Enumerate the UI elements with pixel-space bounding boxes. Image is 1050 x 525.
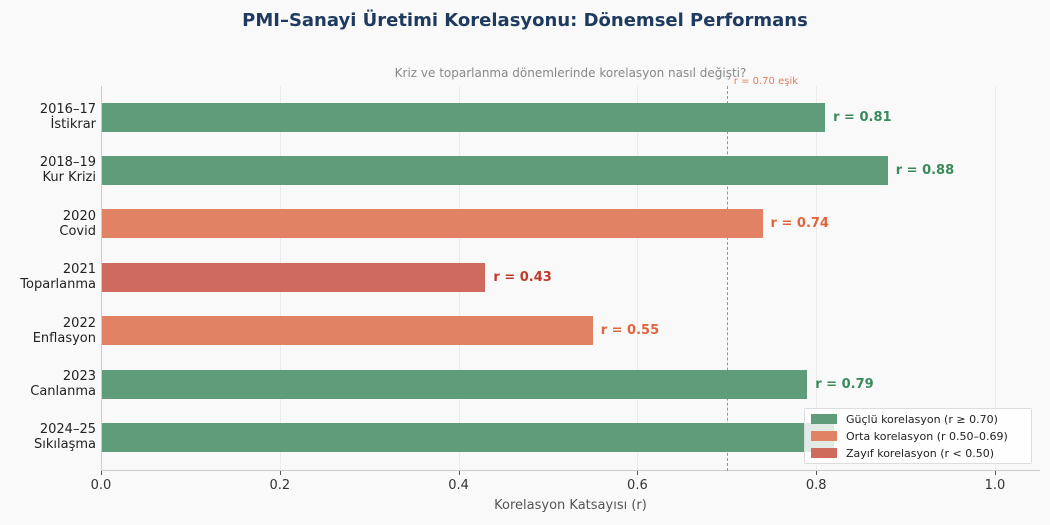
category-name: Kur Krizi [42,170,96,186]
x-tick-label: 0.0 [90,478,112,493]
plot-area: r = 0.70 eşik r = 0.81 r = 0.88 r = 0.74 r … [101,76,1040,471]
legend: Güçlü korelasyon (r ≥ 0.70) Orta korelas… [804,408,1032,464]
bar [102,422,835,452]
legend-item-weak: Zayıf korelasyon (r < 0.50) [811,445,994,461]
category-year: 2018–19 [39,155,96,171]
y-axis-spine [101,86,102,471]
category-year: 2021 [62,262,96,278]
x-tick [637,471,639,475]
bar-value-label: r = 0.55 [600,323,660,339]
x-tick [101,471,102,475]
x-tick [995,471,996,475]
bar-value-label: r = 0.88 [895,162,955,178]
category-label: 2018–19 Kur Krizi [0,155,96,185]
category-name: Covid [59,223,96,239]
gridline [995,86,996,471]
category-year: 2020 [62,208,96,224]
bar [102,102,826,132]
x-axis-label: Korelasyon Katsayısı (r) [494,498,647,513]
bar-value-label: r = 0.43 [493,269,552,285]
bar [102,209,763,239]
bar-value-label: r = 0.81 [833,109,892,125]
category-name: İstikrar [50,117,97,132]
legend-label: Zayıf korelasyon (r < 0.50) [846,446,995,460]
x-tick-label: 0.2 [269,478,291,493]
chart-title: PMI–Sanayi Üretimi Korelasyonu: Dönemsel… [242,10,808,31]
chart-subtitle: Kriz ve toparlanma dönemlerinde korelasy… [394,66,747,80]
bar [102,316,593,346]
gridline [816,86,818,471]
bar-value-label: r = 0.79 [815,376,874,392]
bar-value-label: r = 0.74 [770,216,829,232]
category-name: Canlanma [30,384,96,399]
legend-label: Güçlü korelasyon (r ≥ 0.70) [846,412,998,426]
bar [102,155,888,185]
category-year: 2016–17 [39,102,96,117]
x-tick-label: 0.6 [627,478,648,493]
x-tick-label: 0.4 [448,478,469,493]
category-label: 2021 Toparlanma [0,262,96,292]
category-name: Sıkılaşma [34,437,96,453]
legend-label: Orta korelasyon (r 0.50–0.69) [846,429,1008,443]
category-label: 2022 Enflasyon [0,316,96,346]
category-year: 2024–25 [39,422,96,438]
x-tick-label: 0.8 [805,478,827,493]
legend-swatch-strong [811,414,837,424]
category-label: 2020 Covid [0,209,96,239]
x-tick [816,471,818,475]
bar [102,262,486,292]
category-label: 2016–17 İstikrar [0,102,96,132]
x-axis-spine [101,470,1040,471]
legend-swatch-medium [811,431,837,441]
gridline [637,86,639,471]
category-label: 2023 Canlanma [0,369,96,399]
legend-swatch-weak [811,448,837,458]
category-label: 2024–25 Sıkılaşma [0,422,96,452]
category-name: Toparlanma [20,277,96,293]
bar [102,369,808,399]
x-tick-label: 1.0 [984,478,1006,493]
category-year: 2023 [62,369,96,384]
x-tick [458,471,460,475]
threshold-label: r = 0.70 eşik [733,76,799,87]
category-year: 2022 [62,315,96,331]
x-tick [279,471,281,475]
category-name: Enflasyon [32,330,96,346]
threshold-line: r = 0.70 eşik [726,76,798,471]
legend-item-strong: Güçlü korelasyon (r ≥ 0.70) [811,411,998,427]
legend-item-medium: Orta korelasyon (r 0.50–0.69) [811,428,1008,444]
